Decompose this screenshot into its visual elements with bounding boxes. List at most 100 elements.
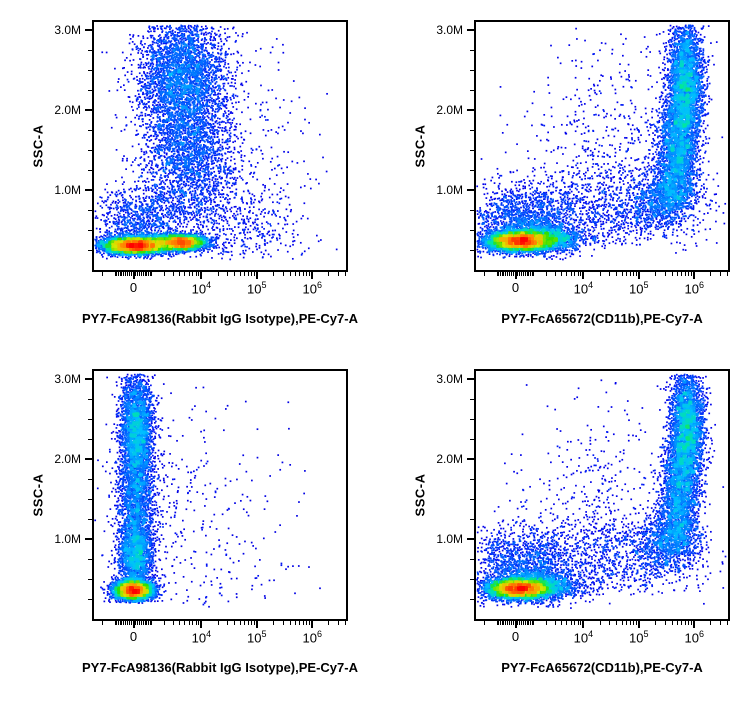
x-major-tick-mark xyxy=(311,621,314,628)
x-minor-tick-mark xyxy=(295,621,297,625)
x-minor-tick-mark xyxy=(499,272,501,276)
density-scatter-canvas xyxy=(476,22,728,270)
x-minor-tick-mark xyxy=(691,272,693,276)
x-minor-tick-mark xyxy=(496,621,498,625)
x-tick-label: 0 xyxy=(511,629,520,644)
x-minor-tick-mark xyxy=(130,621,132,625)
x-minor-tick-mark xyxy=(192,272,194,276)
x-minor-tick-mark xyxy=(184,272,186,276)
y-minor-tick-mark xyxy=(470,438,474,440)
x-major-tick-mark xyxy=(255,272,258,279)
x-minor-tick-mark xyxy=(140,621,142,625)
x-major-tick-mark xyxy=(582,272,585,279)
x-minor-tick-mark xyxy=(146,272,148,276)
x-minor-tick-mark xyxy=(149,621,151,625)
x-minor-tick-mark xyxy=(234,621,236,625)
y-major-tick-mark xyxy=(467,109,474,111)
x-minor-tick-mark xyxy=(345,272,347,276)
y-minor-tick-mark xyxy=(88,598,92,600)
x-minor-tick-mark xyxy=(520,621,522,625)
y-axis-title-text: SSC-A xyxy=(30,473,46,517)
x-tick-label: 104 xyxy=(191,280,212,297)
x-minor-tick-mark xyxy=(545,621,547,625)
y-minor-tick-mark xyxy=(470,169,474,171)
x-tick-label: 104 xyxy=(191,629,212,646)
flow-plot-top-right: SSC-A PY7-FcA65672(CD11b),PE-Cy7-A 0 104 1… xyxy=(382,0,754,352)
x-minor-tick-mark xyxy=(309,621,311,625)
x-minor-tick-mark xyxy=(609,272,611,276)
y-minor-tick-mark xyxy=(470,209,474,211)
x-minor-tick-mark xyxy=(509,621,511,625)
x-minor-tick-mark xyxy=(681,621,683,625)
y-tick-label: 2.0M xyxy=(54,103,81,117)
flow-plot-bottom-right: SSC-A PY7-FcA65672(CD11b),PE-Cy7-A 0 104 1… xyxy=(382,349,754,701)
y-minor-tick-mark xyxy=(88,169,92,171)
x-minor-tick-mark xyxy=(566,272,568,276)
y-minor-tick-mark xyxy=(88,398,92,400)
x-tick-label: 106 xyxy=(302,280,323,297)
x-minor-tick-mark xyxy=(524,272,526,276)
y-minor-tick-mark xyxy=(470,418,474,420)
x-minor-tick-mark xyxy=(121,621,123,625)
y-minor-tick-mark xyxy=(88,418,92,420)
x-minor-tick-mark xyxy=(195,272,197,276)
x-minor-tick-mark xyxy=(727,621,729,625)
x-minor-tick-mark xyxy=(123,621,125,625)
x-minor-tick-mark xyxy=(123,272,125,276)
x-minor-tick-mark xyxy=(328,621,330,625)
x-minor-tick-mark xyxy=(518,621,520,625)
x-minor-tick-mark xyxy=(125,621,127,625)
x-minor-tick-mark xyxy=(629,272,631,276)
y-minor-tick-mark xyxy=(470,598,474,600)
y-minor-tick-mark xyxy=(88,229,92,231)
x-minor-tick-mark xyxy=(533,272,535,276)
x-minor-tick-mark xyxy=(503,272,505,276)
y-minor-tick-mark xyxy=(470,578,474,580)
y-tick-label: 2.0M xyxy=(54,452,81,466)
density-scatter-canvas xyxy=(476,371,728,619)
x-minor-tick-mark xyxy=(528,272,530,276)
x-minor-tick-mark xyxy=(239,272,241,276)
y-major-tick-mark xyxy=(85,189,92,191)
x-minor-tick-mark xyxy=(625,621,627,625)
x-minor-tick-mark xyxy=(635,272,637,276)
x-tick-label: 0 xyxy=(129,280,138,295)
x-minor-tick-mark xyxy=(102,272,104,276)
x-minor-tick-mark xyxy=(498,272,500,276)
y-minor-tick-mark xyxy=(470,69,474,71)
y-minor-tick-mark xyxy=(470,398,474,400)
x-minor-tick-mark xyxy=(507,621,509,625)
x-minor-tick-mark xyxy=(253,621,255,625)
x-minor-tick-mark xyxy=(526,272,528,276)
y-tick-label: 1.0M xyxy=(54,183,81,197)
x-minor-tick-mark xyxy=(574,272,576,276)
flow-plot-top-left: SSC-A PY7-FcA98136(Rabbit IgG Isotype),P… xyxy=(0,0,377,352)
x-minor-tick-mark xyxy=(580,621,582,625)
x-major-tick-mark xyxy=(514,272,517,279)
x-minor-tick-mark xyxy=(299,272,301,276)
x-minor-tick-mark xyxy=(135,621,136,625)
x-minor-tick-mark xyxy=(239,621,241,625)
x-minor-tick-mark xyxy=(609,621,611,625)
y-major-tick-mark xyxy=(467,189,474,191)
x-minor-tick-mark xyxy=(192,621,194,625)
x-minor-tick-mark xyxy=(528,621,530,625)
x-minor-tick-mark xyxy=(114,621,116,625)
y-major-tick-mark xyxy=(85,378,92,380)
x-minor-tick-mark xyxy=(685,621,687,625)
x-minor-tick-mark xyxy=(234,272,236,276)
plot-frame xyxy=(474,20,730,272)
x-major-tick-mark xyxy=(132,272,135,279)
y-minor-tick-mark xyxy=(88,69,92,71)
x-minor-tick-mark xyxy=(138,272,140,276)
x-minor-tick-mark xyxy=(138,621,140,625)
x-minor-tick-mark xyxy=(289,621,291,625)
x-minor-tick-mark xyxy=(577,621,579,625)
y-minor-tick-mark xyxy=(88,578,92,580)
x-minor-tick-mark xyxy=(517,272,518,276)
x-minor-tick-mark xyxy=(163,621,165,625)
y-major-tick-mark xyxy=(85,109,92,111)
x-minor-tick-mark xyxy=(616,621,618,625)
x-minor-tick-mark xyxy=(484,272,486,276)
x-minor-tick-mark xyxy=(496,272,498,276)
